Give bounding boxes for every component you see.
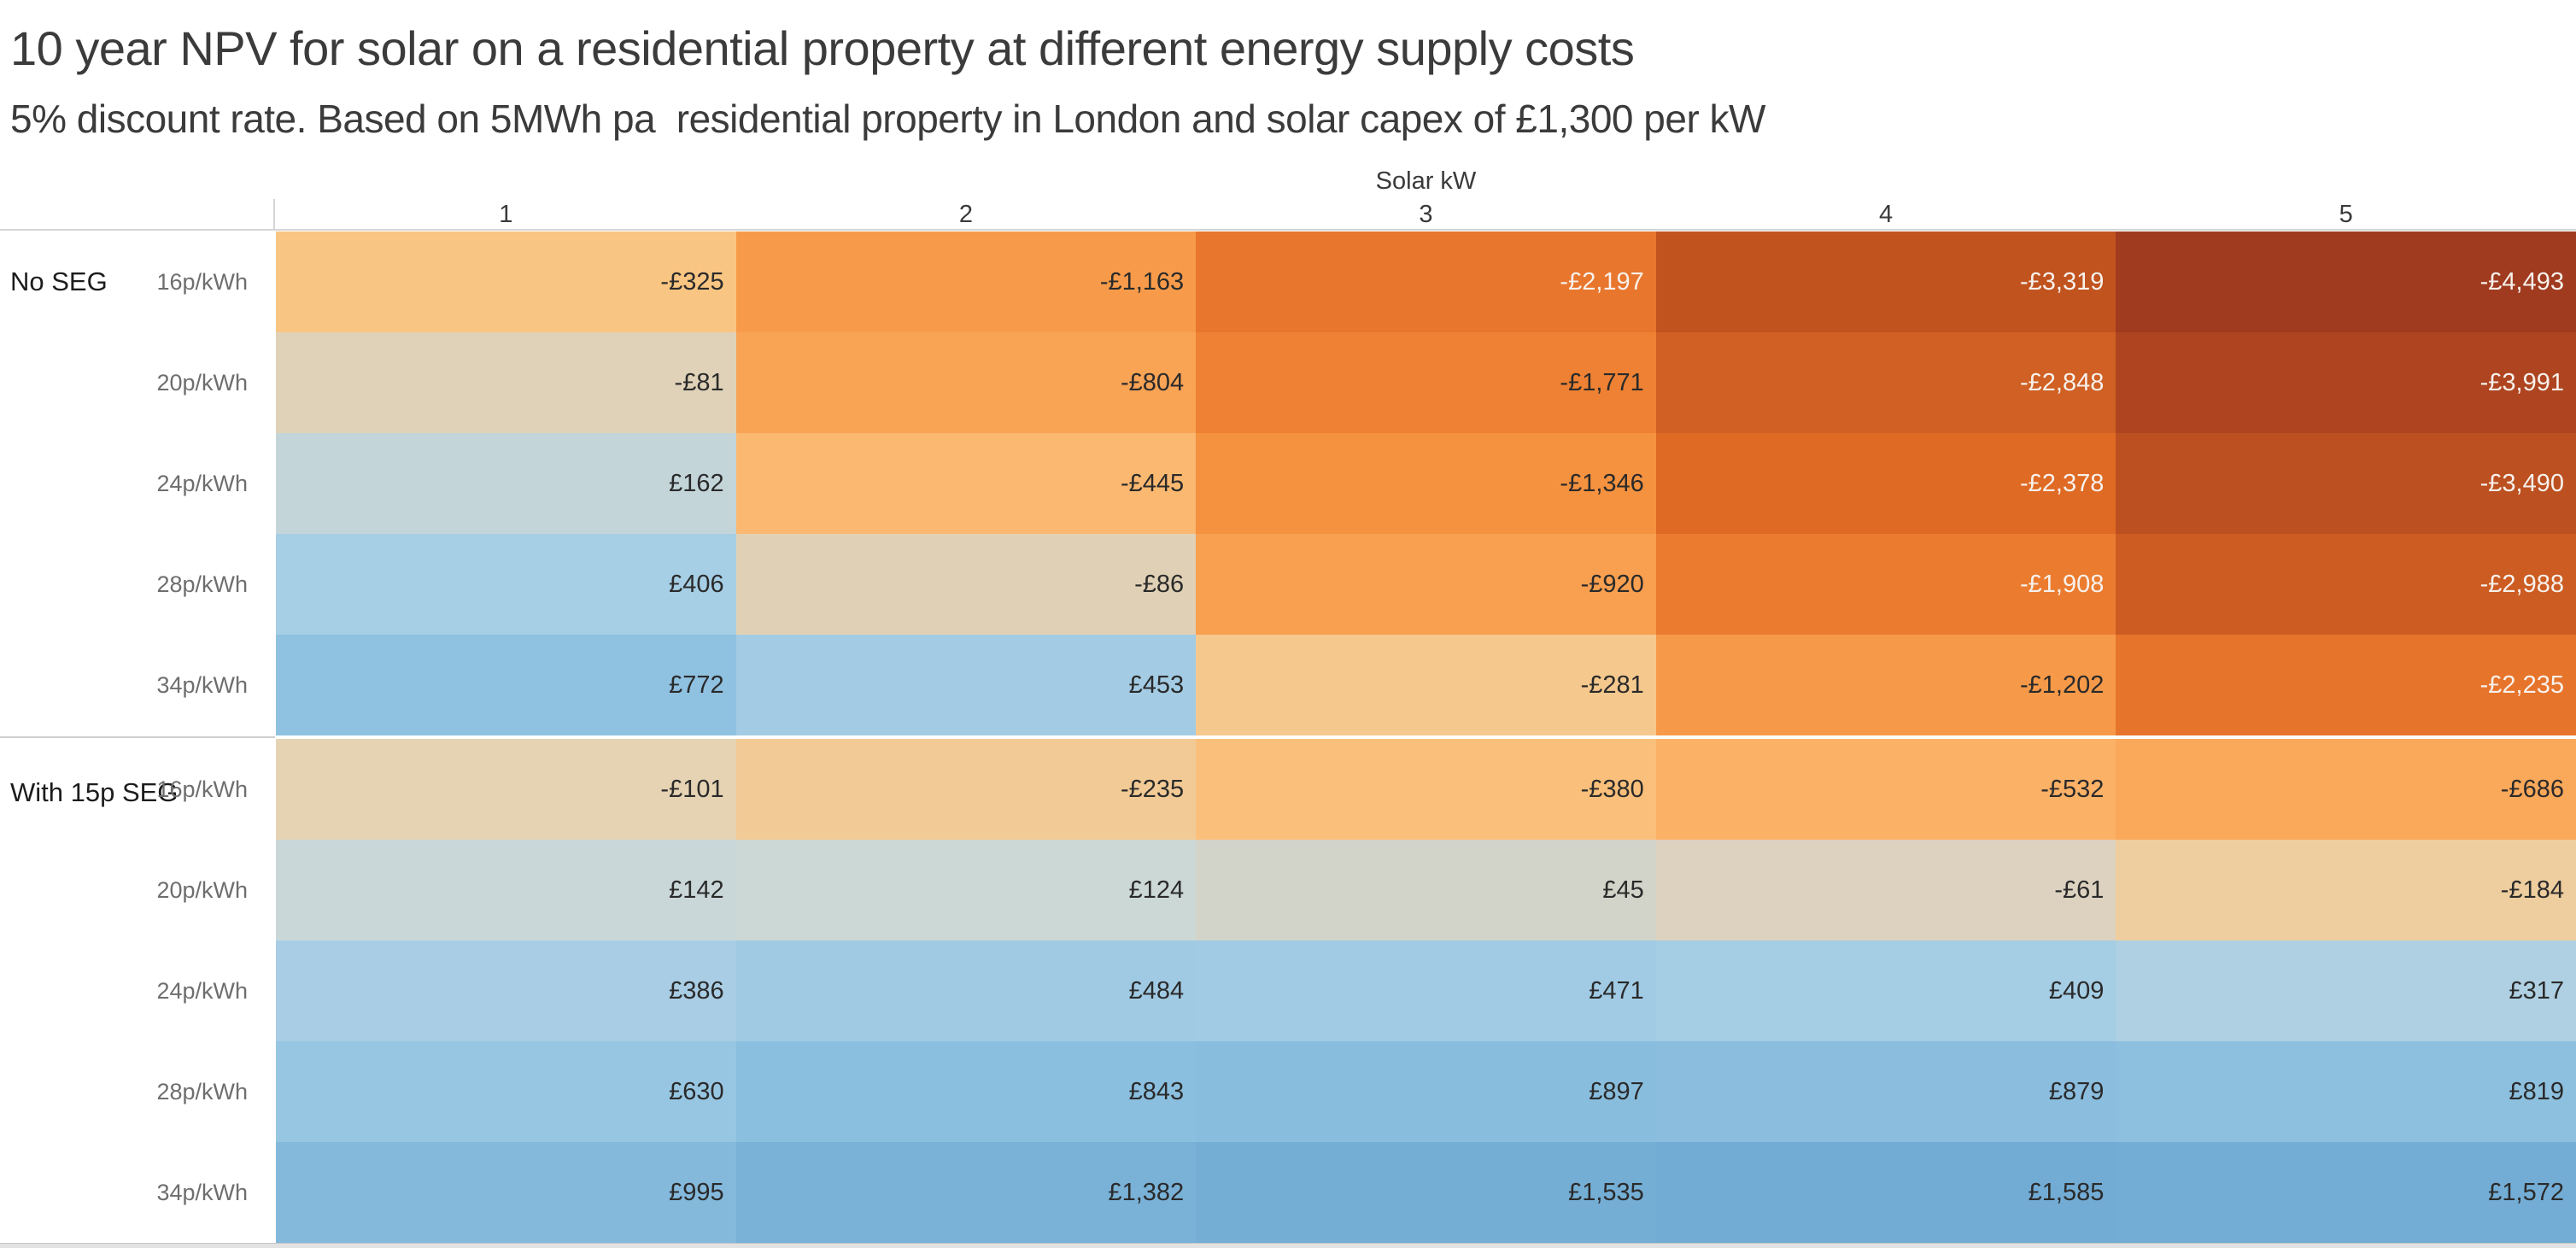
row-header-rate: 16p/kWh (156, 776, 248, 802)
heatmap-row: £995 £1,382 £1,535 £1,585 £1,572 (276, 1142, 2576, 1243)
heatmap-cell[interactable]: -£101 (276, 739, 736, 840)
heatmap-row: £386 £484 £471 £409 £317 (276, 940, 2576, 1041)
heatmap-cell[interactable]: -£235 (735, 739, 1197, 840)
heatmap-cell[interactable]: -£3,319 (1655, 231, 2116, 332)
heatmap-cell[interactable]: £1,585 (1655, 1142, 2116, 1243)
x-axis-title: Solar kW (1375, 167, 1477, 195)
heatmap-cell[interactable]: -£445 (735, 433, 1197, 534)
row-header-rate: 20p/kWh (156, 876, 248, 903)
heatmap-row: -£325 -£1,163 -£2,197 -£3,319 -£4,493 (276, 231, 2576, 332)
heatmap-cell[interactable]: £772 (276, 635, 736, 735)
group-divider-line (0, 736, 275, 738)
heatmap-cell[interactable]: -£86 (735, 534, 1197, 635)
heatmap-cell[interactable]: -£2,197 (1196, 231, 1656, 332)
heatmap-cell[interactable]: -£4,493 (2116, 231, 2576, 332)
heatmap-cell[interactable]: £386 (276, 940, 736, 1041)
heatmap-cell[interactable]: -£1,908 (1655, 534, 2116, 635)
heatmap-cell[interactable]: £1,535 (1196, 1142, 1656, 1243)
row-header-rate: 24p/kWh (156, 977, 248, 1004)
heatmap-cell[interactable]: -£1,163 (735, 231, 1197, 332)
heatmap-cell[interactable]: £819 (2116, 1041, 2576, 1142)
row-header-rate: 20p/kWh (156, 369, 248, 395)
heatmap-cell[interactable]: £995 (276, 1142, 736, 1243)
header-divider-line (0, 229, 2576, 231)
heatmap-cell[interactable]: -£3,490 (2116, 433, 2576, 534)
row-header-rate: 24p/kWh (156, 470, 248, 496)
row-header-rate: 16p/kWh (156, 268, 248, 295)
column-header: 2 (958, 201, 973, 228)
heatmap-cell[interactable]: £897 (1196, 1041, 1656, 1142)
heatmap-cell[interactable]: £317 (2116, 940, 2576, 1041)
heatmap-cell[interactable]: -£2,988 (2116, 534, 2576, 635)
heatmap-row: £406 -£86 -£920 -£1,908 -£2,988 (276, 534, 2576, 635)
heatmap-cell[interactable]: £45 (1196, 840, 1656, 940)
heatmap-cell[interactable]: -£325 (276, 231, 736, 332)
row-header-rate: 34p/kWh (156, 671, 248, 698)
heatmap-cell[interactable]: -£3,991 (2116, 332, 2576, 433)
heatmap-cell[interactable]: £1,572 (2116, 1142, 2576, 1243)
heatmap-cell[interactable]: -£1,346 (1196, 433, 1656, 534)
heatmap-row: £630 £843 £897 £879 £819 (276, 1041, 2576, 1142)
heatmap-cell[interactable]: -£2,378 (1655, 433, 2116, 534)
heatmap-cell[interactable]: £879 (1655, 1041, 2116, 1142)
heatmap-grid: -£325 -£1,163 -£2,197 -£3,319 -£4,493 -£81 -£8… (276, 231, 2576, 1243)
heatmap-cell[interactable]: -£2,848 (1655, 332, 2116, 433)
row-header-rate: 28p/kWh (156, 571, 248, 597)
heatmap-cell[interactable]: £630 (276, 1041, 736, 1142)
x-axis-header-row: 1 2 3 4 5 (276, 200, 2576, 229)
row-header-rate: 28p/kWh (156, 1078, 248, 1104)
heatmap-cell[interactable]: £142 (276, 840, 736, 940)
row-group-label-no-seg: No SEG (10, 267, 108, 296)
heatmap-cell[interactable]: £484 (735, 940, 1197, 1041)
chart-subtitle: 5% discount rate. Based on 5MWh pa resid… (10, 97, 1765, 141)
heatmap-cell[interactable]: -£281 (1196, 635, 1656, 735)
heatmap-cell[interactable]: -£686 (2116, 739, 2576, 840)
heatmap-cell[interactable]: -£1,202 (1655, 635, 2116, 735)
heatmap-cell[interactable]: £1,382 (735, 1142, 1197, 1243)
heatmap-cell[interactable]: £162 (276, 433, 736, 534)
heatmap-cell[interactable]: £406 (276, 534, 736, 635)
heatmap-cell[interactable]: -£1,771 (1196, 332, 1656, 433)
column-header: 5 (2339, 201, 2353, 228)
heatmap-cell[interactable]: -£532 (1655, 739, 2116, 840)
heatmap-cell[interactable]: £124 (735, 840, 1197, 940)
heatmap-row: £772 £453 -£281 -£1,202 -£2,235 (276, 635, 2576, 735)
heatmap-row: £142 £124 £45 -£61 -£184 (276, 840, 2576, 940)
column-header: 1 (499, 201, 513, 228)
row-group-label-with-15p-seg: With 15p SEG (10, 777, 179, 807)
scrollbar-track[interactable] (0, 1243, 2576, 1248)
heatmap-row: -£81 -£804 -£1,771 -£2,848 -£3,991 (276, 332, 2576, 433)
heatmap-cell[interactable]: -£184 (2116, 840, 2576, 940)
chart-title: 10 year NPV for solar on a residential p… (10, 21, 1635, 75)
heatmap-cell[interactable]: -£920 (1196, 534, 1656, 635)
column-header: 3 (1419, 201, 1433, 228)
heatmap-row: -£101 -£235 -£380 -£532 -£686 (276, 739, 2576, 840)
heatmap-cell[interactable]: £843 (735, 1041, 1197, 1142)
heatmap-cell[interactable]: -£81 (276, 332, 736, 433)
heatmap-cell[interactable]: £453 (735, 635, 1197, 735)
column-header: 4 (1879, 201, 1894, 228)
row-header-rate: 34p/kWh (156, 1179, 248, 1205)
axis-corner-tick (273, 199, 275, 230)
heatmap-cell[interactable]: £471 (1196, 940, 1656, 1041)
heatmap-cell[interactable]: -£804 (735, 332, 1197, 433)
heatmap-cell[interactable]: -£380 (1196, 739, 1656, 840)
y-axis-header-column: 16p/kWh 20p/kWh 24p/kWh 28p/kWh 34p/kWh 16p/k… (0, 231, 248, 1243)
heatmap-cell[interactable]: -£61 (1655, 840, 2116, 940)
heatmap-cell[interactable]: £409 (1655, 940, 2116, 1041)
heatmap-cell[interactable]: -£2,235 (2116, 635, 2576, 735)
heatmap-row: £162 -£445 -£1,346 -£2,378 -£3,490 (276, 433, 2576, 534)
